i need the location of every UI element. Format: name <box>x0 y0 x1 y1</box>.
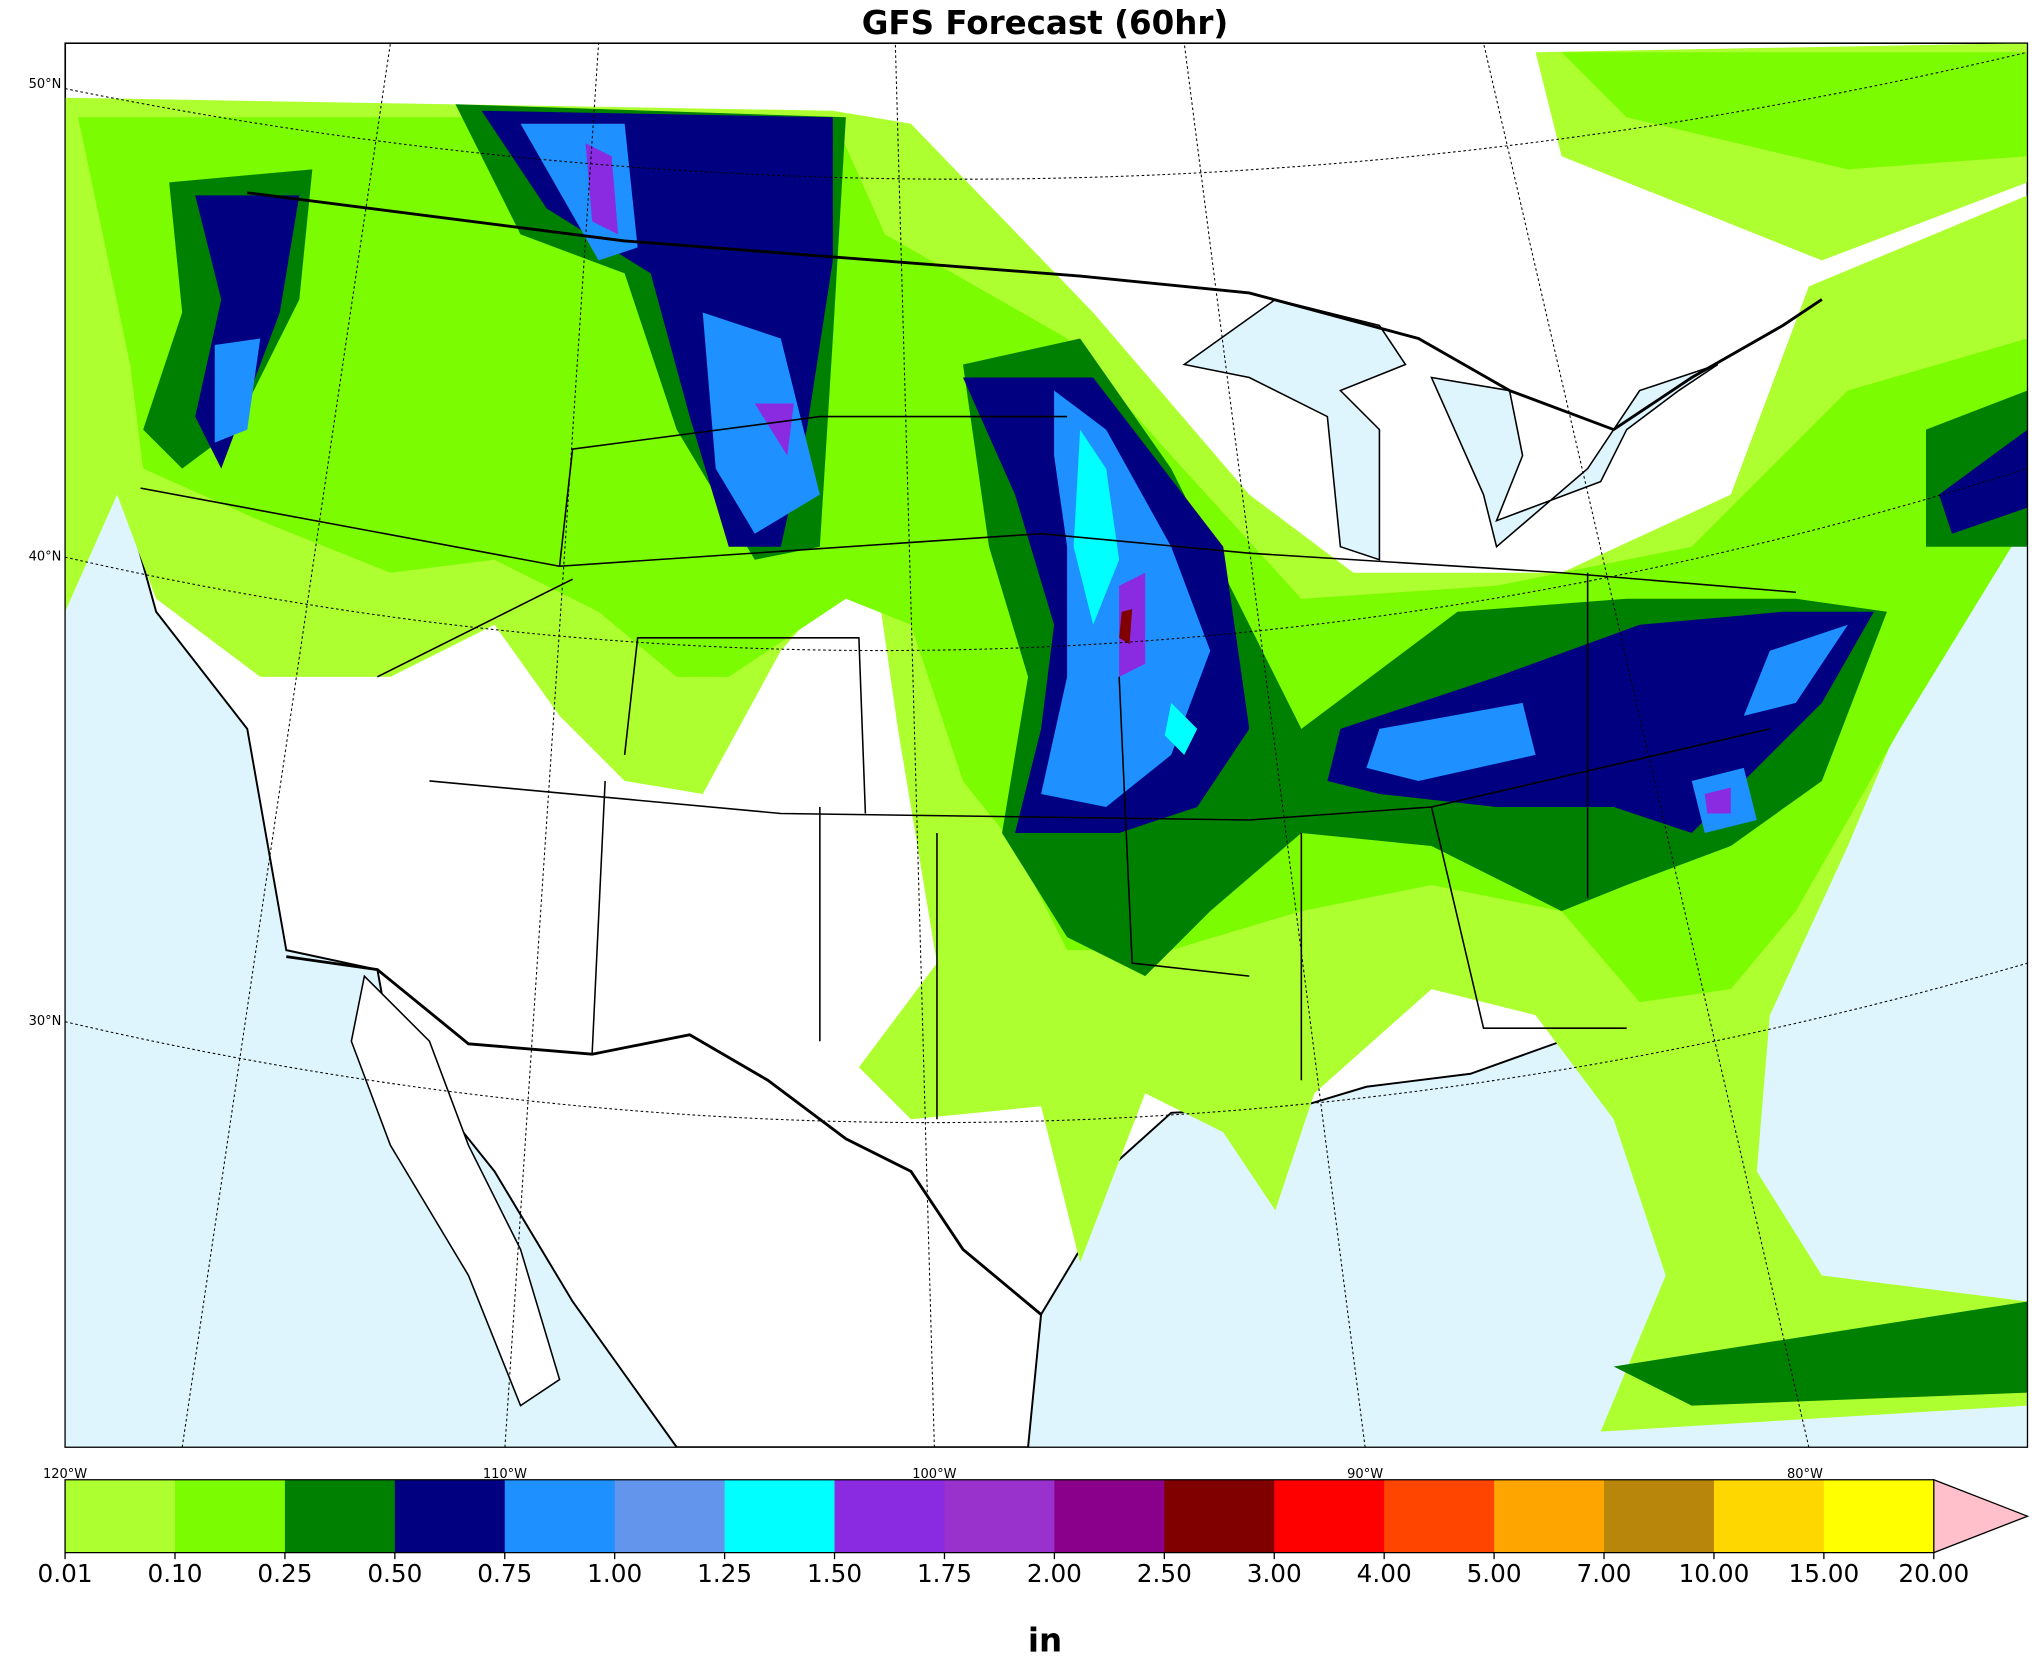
colorbar-tick-label: 3.00 <box>1247 1559 1302 1588</box>
colorbar-tick-label: 4.00 <box>1357 1559 1412 1588</box>
precipitation <box>65 43 2028 1432</box>
colorbar-segment <box>1164 1479 1275 1553</box>
colorbar-segment <box>1054 1479 1165 1553</box>
title: GFS Forecast (60hr) <box>862 4 1229 42</box>
lon-label: 90°W <box>1347 1467 1383 1482</box>
colorbar-segment <box>174 1479 286 1553</box>
lon-label: 120°W <box>43 1467 87 1482</box>
colorbar-segment <box>1274 1479 1385 1553</box>
colorbar-segment <box>65 1479 176 1553</box>
colorbar-segment <box>1823 1479 1935 1553</box>
colorbar-tick-label: 5.00 <box>1467 1559 1522 1588</box>
colorbar-outline <box>64 1479 1934 1554</box>
colorbar-segment <box>1494 1479 1605 1553</box>
colorbar-segment <box>1713 1479 1825 1553</box>
colorbar-tick-label: 15.00 <box>1788 1559 1859 1588</box>
colorbar-tick-label: 10.00 <box>1679 1559 1750 1588</box>
colorbar-segment <box>1604 1479 1715 1553</box>
colorbar-extension <box>1933 1478 2030 1554</box>
colorbar: 0.01 0.10 0.25 0.50 0.75 1.00 1.25 1.50 1.75 2.00… <box>38 1478 2030 1588</box>
colorbar-tick-label: 20.00 <box>1898 1559 1969 1588</box>
baja <box>350 974 561 1407</box>
lon-label: 110°W <box>483 1467 527 1482</box>
great-lakes <box>1182 298 1719 561</box>
colorbar-tick-label: 0.25 <box>257 1559 312 1588</box>
colorbar-segment <box>834 1479 946 1553</box>
colorbar-tick-label: 0.50 <box>367 1559 422 1588</box>
colorbar-segment <box>394 1479 506 1553</box>
colorbar-tick-label: 0.10 <box>147 1559 202 1588</box>
colorbar-tick-label: 0.75 <box>477 1559 532 1588</box>
colorbar-segment <box>944 1479 1056 1553</box>
borders <box>140 191 1823 1316</box>
map-frame <box>64 42 2029 1448</box>
colorbar-segment <box>614 1479 726 1553</box>
colorbar-tick-label: 1.50 <box>807 1559 862 1588</box>
colorbar-label: in <box>1028 1621 1062 1659</box>
lat-label: 50°N <box>29 77 62 92</box>
colorbar-segment <box>1384 1479 1495 1553</box>
colorbar-segment <box>504 1479 616 1553</box>
colorbar-segment <box>284 1479 396 1553</box>
colorbar-tick-label: 0.01 <box>38 1559 93 1588</box>
lon-label: 100°W <box>912 1467 956 1482</box>
lat-label: 30°N <box>29 1014 62 1029</box>
colorbar-tick-label: 2.00 <box>1027 1559 1082 1588</box>
graticule <box>65 43 2028 1448</box>
colorbar-tick-label: 2.50 <box>1137 1559 1192 1588</box>
colorbar-tick-label: 1.25 <box>697 1559 752 1588</box>
lat-label: 40°N <box>29 550 62 565</box>
colorbar-tick-label: 7.00 <box>1576 1559 1631 1588</box>
colorbar-segment <box>724 1479 836 1553</box>
lon-label: 80°W <box>1787 1467 1823 1482</box>
colorbar-tick-label: 1.75 <box>917 1559 972 1588</box>
map: 50°N 40°N 30°N 120°W 110°W 100°W 90°W 80… <box>29 42 2029 1482</box>
colorbar-tick-label: 1.00 <box>587 1559 642 1588</box>
